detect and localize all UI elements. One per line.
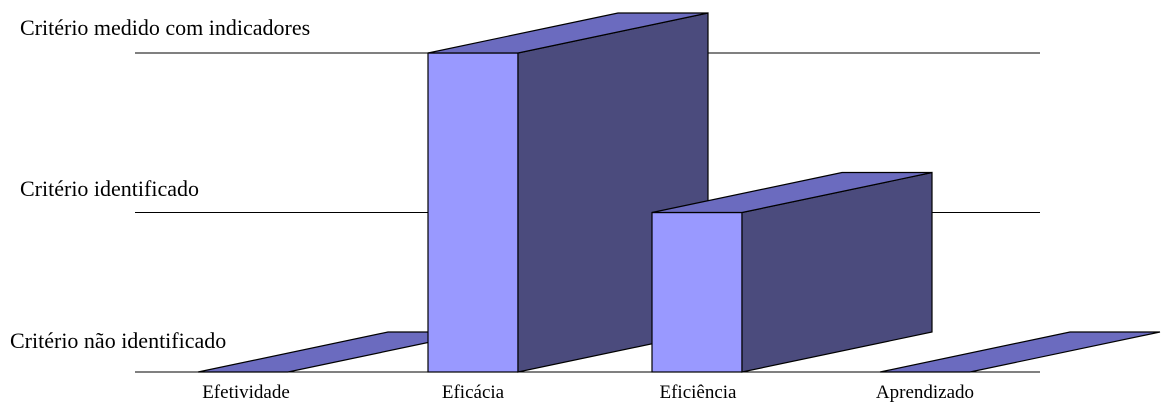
bar-aprendizado — [879, 331, 1161, 373]
bars — [197, 12, 1161, 373]
bar-eficiência — [651, 171, 933, 373]
y-tick-label-2: Critério medido com indicadores — [20, 15, 310, 40]
bar-front — [427, 52, 519, 373]
y-tick-labels: Critério não identificado Critério identi… — [10, 15, 310, 353]
x-tick-labels: Efetividade Eficácia Eficiência Aprendizado — [202, 382, 974, 403]
x-tick-label-2: Eficiência — [659, 382, 737, 403]
y-tick-label-0: Critério não identificado — [10, 328, 226, 353]
x-tick-label-1: Eficácia — [442, 382, 505, 403]
y-tick-label-1: Critério identificado — [20, 176, 199, 201]
x-tick-label-3: Aprendizado — [876, 382, 974, 403]
bar-top — [651, 171, 933, 214]
bar-front — [651, 211, 743, 373]
bar-top — [879, 331, 1161, 373]
bar-top — [427, 12, 709, 54]
x-tick-label-0: Efetividade — [202, 382, 290, 403]
